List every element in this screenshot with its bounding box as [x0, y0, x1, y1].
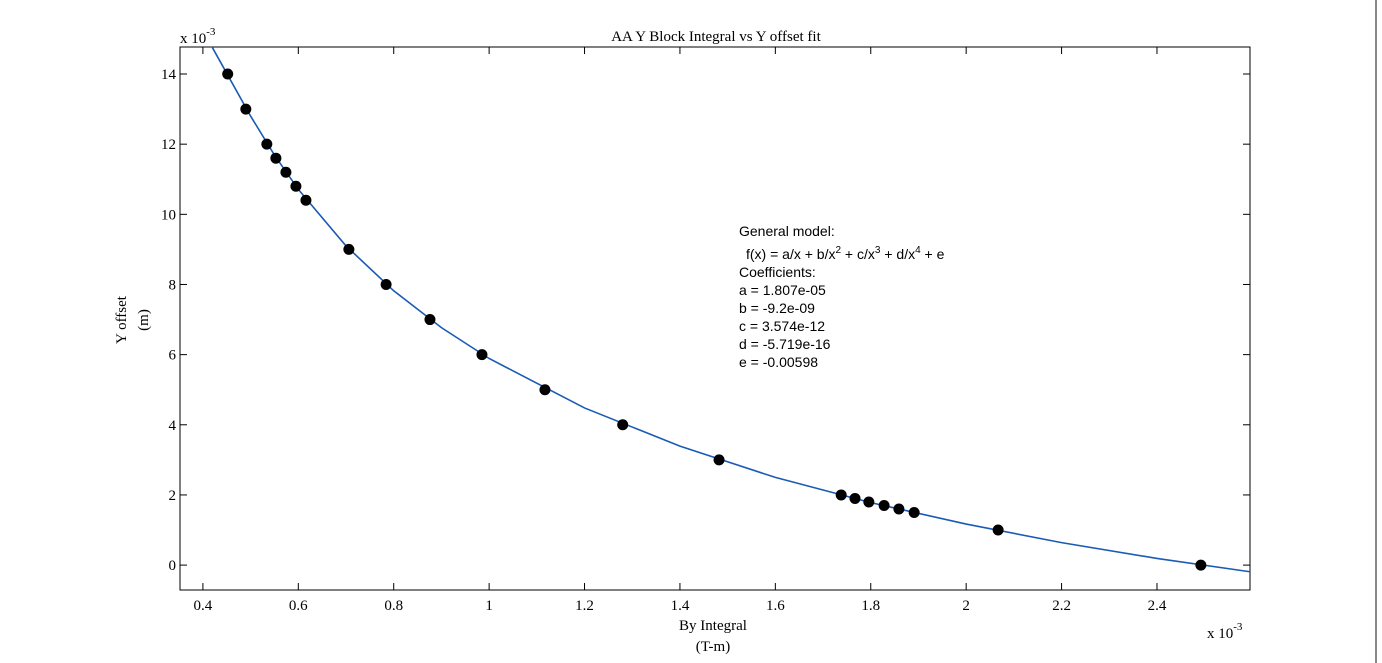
data-point	[1195, 559, 1207, 571]
formula-part: + c/x	[841, 246, 875, 262]
formula-part: f(x) = a/x + b/x	[746, 246, 835, 262]
data-point	[380, 278, 392, 290]
formula-part: + d/x	[880, 246, 915, 262]
annotation-coefficient: a = 1.807e-05	[739, 282, 826, 298]
data-point	[290, 180, 302, 192]
x-tick-label: 2	[962, 598, 970, 614]
data-point	[713, 454, 725, 466]
y-multiplier-base: x 10	[180, 31, 206, 47]
annotation-formula: f(x) = a/x + b/x2 + c/x3 + d/x4 + e	[746, 245, 945, 262]
formula-exponent: 4	[915, 245, 921, 256]
data-point	[539, 384, 551, 396]
formula-exponent: 3	[875, 245, 881, 256]
y-multiplier-exponent: -3	[206, 26, 216, 38]
data-point	[261, 138, 273, 150]
plot-frame	[179, 46, 1251, 591]
data-point	[280, 166, 292, 178]
y-tick-label: 4	[169, 418, 177, 434]
x-tick-label: 0.8	[384, 598, 403, 614]
y-multiplier: x 10-3	[180, 26, 216, 47]
data-point	[222, 68, 234, 80]
data-point	[863, 496, 875, 508]
annotation-coefficients-heading: Coefficients:	[739, 264, 816, 280]
chart-title: AA Y Block Integral vs Y offset fit	[611, 29, 821, 45]
annotation: General model: f(x) = a/x + b/x2 + c/x3 +…	[739, 223, 945, 370]
y-tick-label: 6	[169, 348, 177, 364]
data-point	[343, 243, 355, 255]
annotation-coefficient: b = -9.2e-09	[739, 300, 815, 316]
y-tick-label: 12	[161, 137, 176, 153]
data-point	[835, 489, 847, 501]
formula-part: + e	[921, 246, 945, 262]
data-point	[908, 506, 920, 518]
data-point	[992, 524, 1004, 536]
annotation-coefficient: e = -0.00598	[739, 354, 818, 370]
x-tick-label: 1.6	[766, 598, 785, 614]
x-tick-label: 0.6	[289, 598, 308, 614]
y-tick-label: 10	[161, 207, 176, 223]
y-tick-label: 14	[161, 67, 177, 83]
x-multiplier-base: x 10	[1207, 626, 1233, 642]
y-tick-label: 0	[169, 558, 177, 574]
x-tick-label: 1.4	[671, 598, 690, 614]
data-point	[617, 419, 629, 431]
y-tick-label: 8	[169, 277, 177, 293]
x-axis-label: By Integral	[679, 618, 747, 634]
x-axis-unit: (T-m)	[696, 639, 730, 655]
data-point	[849, 492, 861, 504]
annotation-heading: General model:	[739, 223, 835, 239]
data-point	[270, 152, 282, 164]
annotation-coefficient: d = -5.719e-16	[739, 336, 831, 352]
data-point	[476, 349, 488, 361]
data-point	[424, 314, 436, 326]
x-multiplier-exponent: -3	[1233, 621, 1243, 633]
y-axis-unit: (m)	[136, 309, 152, 331]
x-tick-label: 1.2	[575, 598, 594, 614]
data-point	[240, 103, 252, 115]
x-tick-label: 1.8	[861, 598, 880, 614]
annotation-coefficient: c = 3.574e-12	[739, 318, 825, 334]
x-tick-label: 2.4	[1148, 598, 1167, 614]
y-tick-label: 2	[169, 488, 177, 504]
data-point	[300, 194, 312, 206]
x-tick-label: 0.4	[194, 598, 213, 614]
formula-exponent: 2	[835, 245, 841, 256]
x-multiplier: x 10-3	[1207, 621, 1243, 642]
y-axis-label: Y offset	[114, 295, 130, 344]
axes	[180, 47, 1250, 590]
x-tick-label: 2.2	[1052, 598, 1071, 614]
data-point	[893, 503, 905, 515]
x-tick-label: 1	[485, 598, 493, 614]
data-point	[878, 499, 890, 511]
